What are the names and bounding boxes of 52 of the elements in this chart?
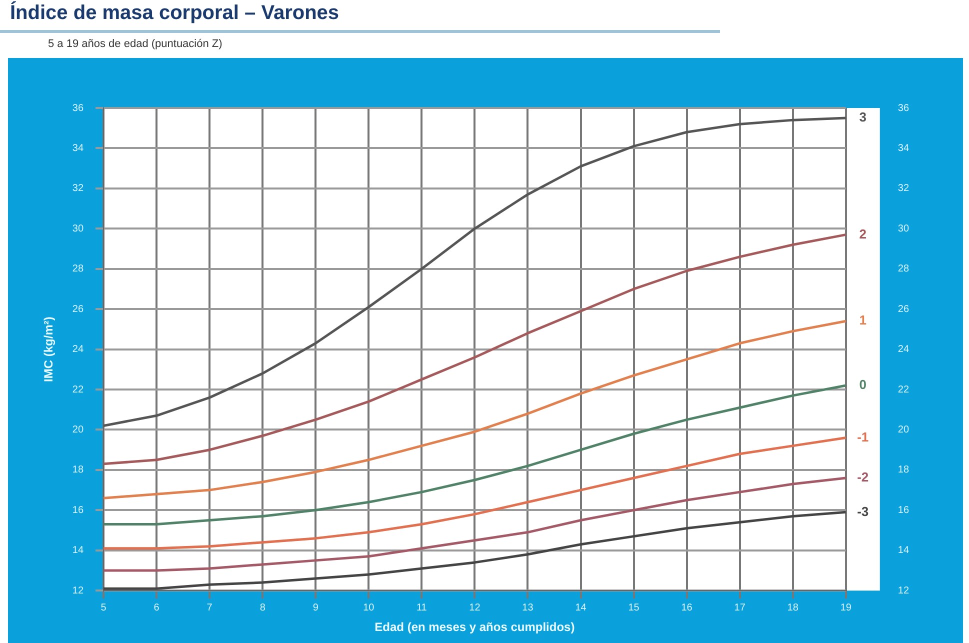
y-tick-label: 24 bbox=[72, 344, 84, 356]
y-axis-title: IMC (kg/m²) bbox=[42, 316, 56, 382]
x-tick-label: 19 bbox=[840, 602, 852, 614]
x-tick-label: 17 bbox=[734, 602, 746, 614]
x-tick-label: 7 bbox=[206, 602, 213, 614]
y-tick-label: 34 bbox=[72, 142, 84, 154]
y2-tick-label: 28 bbox=[898, 264, 910, 275]
series-label: -3 bbox=[857, 504, 869, 519]
series-label: 1 bbox=[859, 312, 866, 328]
y2-tick-label: 24 bbox=[898, 344, 910, 356]
y-tick-label: 20 bbox=[72, 424, 84, 436]
series-label: 2 bbox=[859, 226, 866, 242]
y-tick-label: 18 bbox=[72, 464, 84, 476]
x-tick-label: 5 bbox=[100, 602, 107, 614]
y2-tick-label: 14 bbox=[898, 545, 910, 556]
y-tick-label: 26 bbox=[72, 304, 84, 315]
series-label: -2 bbox=[857, 470, 869, 485]
y-tick-label: 16 bbox=[72, 504, 84, 516]
x-tick-label: 8 bbox=[260, 602, 266, 614]
x-tick-label: 11 bbox=[416, 602, 428, 614]
y-tick-label: 22 bbox=[72, 384, 84, 396]
x-tick-label: 9 bbox=[312, 602, 319, 614]
y-tick-label: 32 bbox=[72, 183, 84, 194]
y-tick-label: 14 bbox=[72, 545, 84, 556]
y2-tick-label: 16 bbox=[898, 504, 910, 516]
x-tick-label: 15 bbox=[628, 602, 640, 614]
series-label: -1 bbox=[857, 429, 869, 444]
x-tick-label: 18 bbox=[787, 602, 799, 614]
y-tick-label: 28 bbox=[72, 264, 84, 275]
series-label: 3 bbox=[859, 110, 866, 125]
chart-title: Índice de masa corporal – Varones bbox=[10, 2, 340, 25]
y-tick-label: 30 bbox=[72, 223, 84, 234]
y2-tick-label: 12 bbox=[898, 585, 910, 596]
x-tick-label: 6 bbox=[154, 602, 160, 614]
series-label: 0 bbox=[859, 377, 866, 392]
y2-tick-label: 22 bbox=[898, 384, 910, 396]
x-axis-title: Edad (en meses y años cumplidos) bbox=[374, 620, 575, 634]
y2-tick-label: 30 bbox=[898, 223, 910, 234]
y2-tick-label: 34 bbox=[898, 142, 910, 154]
y-tick-label: 12 bbox=[72, 585, 84, 596]
y2-tick-label: 20 bbox=[898, 424, 910, 436]
x-tick-label: 16 bbox=[681, 602, 693, 614]
y2-tick-label: 18 bbox=[898, 464, 910, 476]
x-tick-label: 13 bbox=[522, 602, 534, 614]
x-tick-label: 10 bbox=[363, 602, 375, 614]
chart-subtitle: 5 a 19 años de edad (puntuación Z) bbox=[48, 38, 222, 50]
y2-tick-label: 32 bbox=[898, 183, 910, 194]
y2-tick-label: 36 bbox=[898, 102, 910, 114]
y2-tick-label: 26 bbox=[898, 304, 910, 315]
y-tick-label: 36 bbox=[72, 102, 84, 114]
x-tick-label: 14 bbox=[575, 602, 587, 614]
x-tick-label: 12 bbox=[469, 602, 481, 614]
